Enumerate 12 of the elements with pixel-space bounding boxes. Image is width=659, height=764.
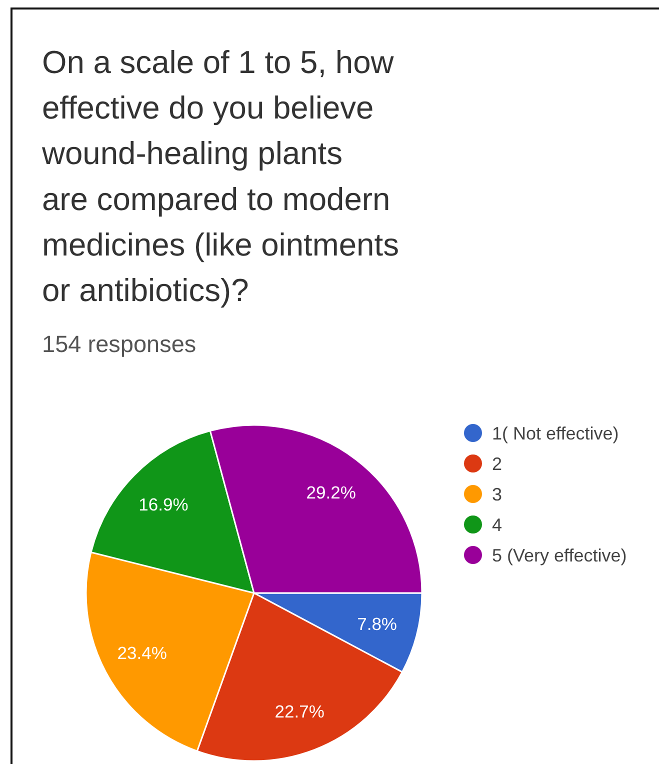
- data-label: 29.2%: [306, 482, 356, 502]
- legend-label: 4: [492, 514, 502, 535]
- chart-title: On a scale of 1 to 5, how effective do you believe wound-healing plants are compared to modern medicines (like ointments or antibiotics)?: [41, 44, 399, 308]
- legend-label: 3: [492, 484, 502, 504]
- data-label: 22.7%: [274, 701, 324, 722]
- data-label: 23.4%: [117, 642, 167, 663]
- legend-label: 1( Not effective): [492, 423, 619, 444]
- legend-label: 5 (Very effective): [492, 545, 627, 566]
- data-label: 7.8%: [357, 614, 397, 634]
- chart-subtitle: 154 responses: [42, 331, 196, 357]
- data-label: 16.9%: [138, 494, 188, 514]
- legend-label: 2: [492, 454, 502, 474]
